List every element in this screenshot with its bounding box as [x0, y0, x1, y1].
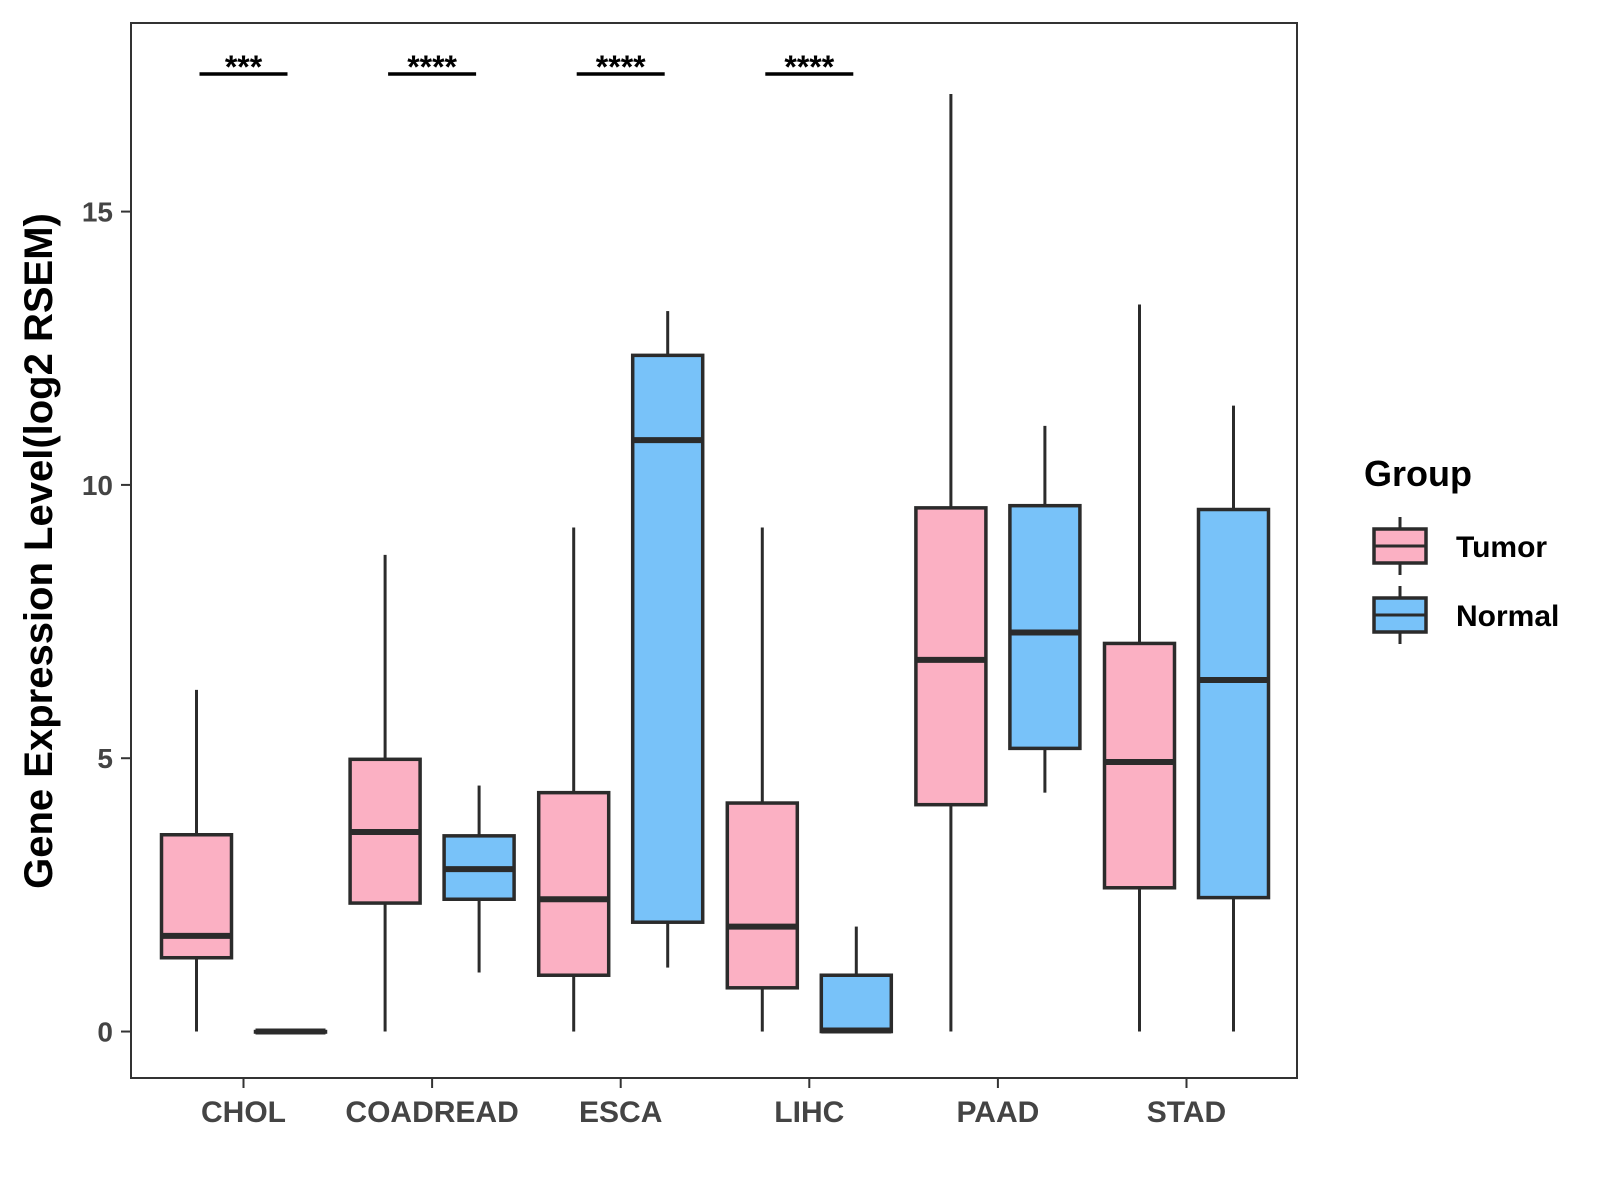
legend-entries: Tumor Normal — [1372, 517, 1559, 644]
legend-label-normal: Normal — [1456, 600, 1559, 633]
legend-title: Group — [1364, 453, 1472, 494]
sig-label-esca: **** — [596, 49, 646, 85]
box-rect-tumor-esca — [536, 790, 611, 977]
sig-label-coadread: **** — [407, 49, 457, 85]
x-tick-label-paad: PAAD — [957, 1096, 1040, 1129]
x-tick-label-stad: STAD — [1147, 1096, 1226, 1129]
y-tick-label-0: 0 — [97, 1017, 113, 1048]
box-normal-esca — [630, 311, 705, 968]
box-rect-tumor-lihc — [725, 801, 800, 990]
y-tick-label-15: 15 — [82, 197, 113, 228]
box-tumor-esca — [536, 527, 611, 1032]
y-tick-label-10: 10 — [82, 470, 113, 501]
legend-entry-normal: Normal — [1372, 586, 1559, 644]
sig-label-lihc: **** — [784, 49, 834, 85]
y-axis: 0 5 10 15 — [82, 197, 131, 1048]
legend-label-tumor: Tumor — [1456, 531, 1547, 564]
box-rect-tumor-chol — [159, 832, 234, 960]
significance-layer: *** **** **** **** — [199, 49, 854, 85]
box-normal-coadread — [442, 785, 516, 973]
x-tick-label-coadread: COADREAD — [345, 1096, 518, 1129]
boxes-layer — [159, 94, 1271, 1035]
box-tumor-lihc — [725, 527, 800, 1032]
y-tick-label-5: 5 — [97, 743, 113, 774]
x-tick-label-esca: ESCA — [579, 1096, 662, 1129]
plot-panel — [130, 22, 1298, 1079]
x-axis: CHOL COADREAD ESCA LIHC PAAD STAD — [201, 1078, 1226, 1129]
box-rect-normal-paad — [1008, 503, 1082, 751]
box-normal-chol — [253, 1028, 328, 1035]
box-tumor-stad — [1102, 304, 1177, 1032]
box-normal-stad — [1196, 405, 1271, 1032]
box-tumor-paad — [914, 94, 988, 1032]
x-tick-label-lihc: LIHC — [774, 1096, 844, 1129]
box-rect-normal-esca — [630, 353, 705, 924]
sig-label-chol: *** — [225, 49, 263, 85]
y-axis-title: Gene Expression Level(log2 RSEM) — [17, 213, 61, 889]
legend: Group Tumor Normal — [1364, 453, 1559, 644]
box-rect-normal-stad — [1196, 507, 1271, 900]
box-normal-lihc — [819, 926, 894, 1034]
legend-entry-tumor: Tumor — [1372, 517, 1547, 575]
box-tumor-coadread — [348, 554, 422, 1032]
box-tumor-chol — [159, 689, 234, 1032]
x-tick-label-chol: CHOL — [201, 1096, 286, 1129]
box-rect-tumor-paad — [914, 506, 988, 807]
box-rect-normal-lihc — [819, 973, 894, 1034]
box-rect-tumor-stad — [1102, 641, 1177, 890]
box-normal-paad — [1008, 425, 1082, 793]
